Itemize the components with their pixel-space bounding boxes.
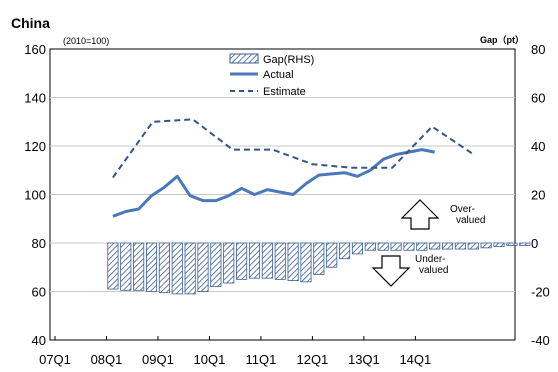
left-tick-label: 60 xyxy=(32,285,46,300)
right-tick-label: -20 xyxy=(531,285,550,300)
left-tick-label: 160 xyxy=(24,42,46,57)
undervalued-annotation: Under- valued xyxy=(371,254,448,287)
legend-label-actual: Actual xyxy=(263,69,294,81)
right-tick-label: 0 xyxy=(531,236,538,251)
gap-bar xyxy=(429,242,441,250)
x-tick-label: 13Q1 xyxy=(348,352,380,367)
undervalued-label-line1: Under- xyxy=(415,254,446,265)
x-tick-label: 09Q1 xyxy=(142,352,174,367)
overvalued-label-line1: Over- xyxy=(450,204,475,215)
gap-bar xyxy=(287,242,299,281)
right-tick-label: 40 xyxy=(531,139,545,154)
legend-swatch-gap xyxy=(229,53,259,64)
gap-bar xyxy=(248,242,261,279)
gap-bar xyxy=(261,242,273,279)
gap-bar xyxy=(197,242,209,292)
gap-bars xyxy=(107,242,531,295)
left-tick-label: 40 xyxy=(32,333,46,348)
left-tick-label: 140 xyxy=(24,91,46,106)
gap-bar xyxy=(441,242,454,250)
gap-bar xyxy=(377,242,389,251)
gap-bar xyxy=(210,242,222,288)
estimate-line xyxy=(112,118,473,179)
right-axis-label: Gap（pt） xyxy=(480,35,524,45)
gap-bar xyxy=(158,242,170,294)
gap-bar xyxy=(236,242,248,280)
gap-bar xyxy=(326,242,338,268)
gap-bar xyxy=(506,242,518,246)
x-tick-label: 14Q1 xyxy=(399,352,431,367)
left-tick-label: 120 xyxy=(24,139,46,154)
gap-bar xyxy=(493,242,505,248)
actual-line xyxy=(112,148,435,218)
left-tick-label: 100 xyxy=(24,188,46,203)
gap-bar xyxy=(519,242,531,246)
gap-bar xyxy=(351,242,363,255)
legend-label-gap: Gap(RHS) xyxy=(263,54,314,66)
gap-bar xyxy=(480,242,492,249)
gap-bar xyxy=(184,242,196,295)
x-tick-label: 12Q1 xyxy=(296,352,328,367)
gap-bar xyxy=(416,242,428,251)
right-tick-label: 80 xyxy=(531,42,545,57)
gap-bar xyxy=(390,242,402,251)
gap-bar xyxy=(145,242,158,292)
gap-bar xyxy=(313,242,325,275)
gap-bar xyxy=(171,242,183,295)
gap-bar xyxy=(403,242,415,251)
right-tick-label: 60 xyxy=(531,91,545,106)
x-tick-label: 10Q1 xyxy=(194,352,226,367)
up-arrow-icon xyxy=(400,199,440,230)
down-arrow-icon xyxy=(371,255,411,287)
gap-bar xyxy=(133,242,145,291)
undervalued-label-line2: valued xyxy=(419,265,448,276)
overvalued-annotation: Over- valued xyxy=(400,199,485,230)
gap-bar xyxy=(120,242,132,291)
gap-bar xyxy=(364,242,376,251)
chart-subtitle: (2010=100) xyxy=(63,36,109,46)
gap-bar xyxy=(467,242,479,250)
overvalued-label-line2: valued xyxy=(456,215,485,226)
right-axis-ticks: -40 -20 0 20 40 60 80 xyxy=(531,42,550,348)
gap-bar xyxy=(339,242,351,260)
lines xyxy=(112,118,473,218)
x-tick-label: 11Q1 xyxy=(245,352,276,367)
left-axis-ticks: 40 60 80 100 120 140 160 xyxy=(24,42,46,348)
right-tick-label: -40 xyxy=(531,333,550,348)
gap-bar xyxy=(300,242,312,283)
left-tick-label: 80 xyxy=(32,236,46,251)
legend-label-estimate: Estimate xyxy=(263,86,306,98)
legend: Gap(RHS) Actual Estimate xyxy=(229,53,314,98)
x-tick-label: 08Q1 xyxy=(91,352,123,367)
x-tick-label: 07Q1 xyxy=(39,352,71,367)
right-tick-label: 20 xyxy=(531,188,545,203)
chart-title: China xyxy=(11,15,50,31)
gap-bar xyxy=(107,242,119,290)
gap-bar xyxy=(223,242,235,284)
gap-bar xyxy=(274,242,286,280)
x-axis-ticks: 07Q1 08Q1 09Q1 10Q1 11Q1 12Q1 13Q1 14Q1 xyxy=(39,336,431,367)
gap-bar xyxy=(454,242,466,250)
